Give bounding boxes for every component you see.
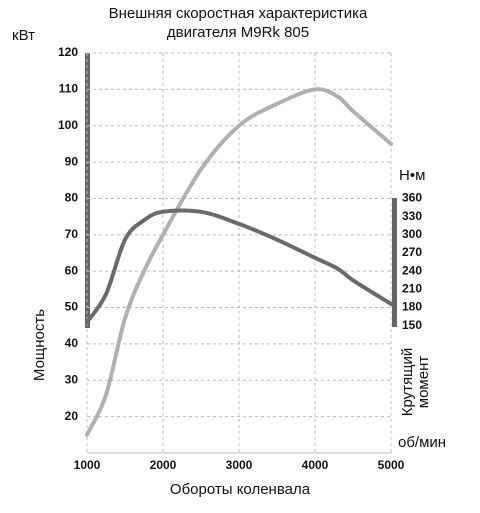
x-tick-label: 3000 — [226, 458, 253, 472]
chart-title: Внешняя скоростная характеристика — [109, 5, 368, 22]
x-unit: об/мин — [398, 434, 446, 451]
y2-tick-label: 270 — [402, 245, 422, 259]
axis-bar — [85, 53, 90, 328]
y2-tick-label: 300 — [402, 227, 422, 241]
y2-tick-label: 360 — [402, 191, 422, 205]
x-axis-label: Обороты коленвала — [170, 481, 311, 498]
y2-axis-label: Крутящий — [399, 348, 416, 417]
y-tick-label: 90 — [65, 154, 79, 168]
y-tick-label: 120 — [58, 45, 78, 59]
y2-tick-label: 150 — [402, 318, 422, 332]
x-tick-label: 5000 — [378, 458, 405, 472]
y-axis-label: Мощность — [31, 309, 48, 381]
y-tick-label: 100 — [58, 118, 78, 132]
x-tick-label: 1000 — [74, 458, 101, 472]
y-tick-label: 80 — [65, 191, 79, 205]
y2-axis-label: момент — [415, 356, 432, 409]
line — [85, 87, 393, 437]
y-tick-label: 70 — [65, 227, 79, 241]
y-tick-label: 50 — [65, 300, 79, 314]
y2-tick-label: 240 — [402, 263, 422, 277]
y-tick-label: 110 — [59, 82, 79, 96]
x-tick-label: 4000 — [302, 458, 329, 472]
y2-unit: Н•м — [399, 167, 425, 184]
line — [85, 208, 393, 325]
chart-title: двигателя M9Rk 805 — [167, 24, 309, 41]
y-tick-label: 60 — [65, 263, 79, 277]
y-unit: кВт — [12, 27, 35, 44]
y2-tick-label: 210 — [402, 282, 422, 296]
y-tick-label: 30 — [65, 372, 79, 386]
y2-tick-label: 330 — [402, 209, 422, 223]
axis-bar — [392, 199, 397, 327]
y2-tick-label: 180 — [402, 300, 422, 314]
x-tick-label: 2000 — [150, 458, 177, 472]
y-tick-label: 40 — [65, 336, 79, 350]
y-tick-label: 20 — [65, 409, 79, 423]
